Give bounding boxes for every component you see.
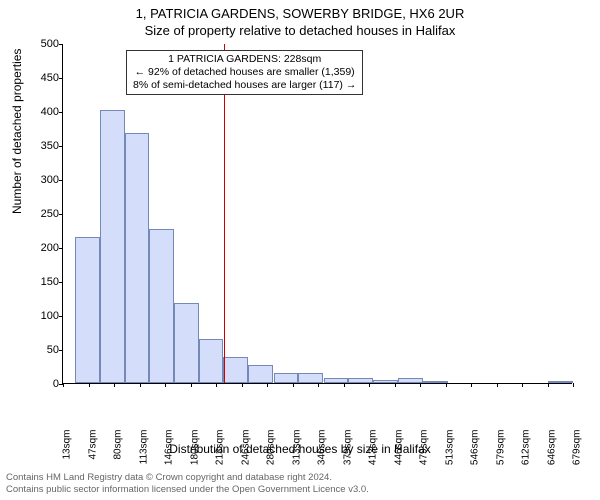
y-tick-label: 200 — [25, 242, 59, 254]
histogram-bar — [75, 237, 100, 383]
histogram-bar — [100, 110, 125, 383]
page-title: 1, PATRICIA GARDENS, SOWERBY BRIDGE, HX6… — [0, 0, 600, 21]
y-tick-mark — [59, 112, 63, 113]
x-tick-mark — [89, 383, 90, 387]
x-tick-mark — [573, 383, 574, 387]
annotation-box: 1 PATRICIA GARDENS: 228sqm ← 92% of deta… — [126, 50, 363, 95]
footer-line: Contains public sector information licen… — [6, 484, 369, 496]
footer-line: Contains HM Land Registry data © Crown c… — [6, 472, 369, 484]
y-tick-label: 350 — [25, 140, 59, 152]
x-tick-mark — [446, 383, 447, 387]
y-tick-mark — [59, 350, 63, 351]
annotation-line: 8% of semi-detached houses are larger (1… — [133, 79, 356, 92]
x-tick-mark — [267, 383, 268, 387]
histogram-bar — [548, 381, 573, 383]
histogram-bar — [174, 303, 199, 383]
x-tick-mark — [344, 383, 345, 387]
y-tick-mark — [59, 214, 63, 215]
chart-container: 1, PATRICIA GARDENS, SOWERBY BRIDGE, HX6… — [0, 0, 600, 500]
y-tick-label: 400 — [25, 106, 59, 118]
y-tick-mark — [59, 78, 63, 79]
x-axis-label: Distribution of detached houses by size … — [0, 442, 600, 456]
y-tick-label: 250 — [25, 208, 59, 220]
x-tick-mark — [63, 383, 64, 387]
x-tick-mark — [242, 383, 243, 387]
x-tick-mark — [165, 383, 166, 387]
x-tick-mark — [420, 383, 421, 387]
histogram-bar — [248, 365, 273, 383]
annotation-line: ← 92% of detached houses are smaller (1,… — [133, 66, 356, 79]
y-tick-label: 300 — [25, 174, 59, 186]
y-tick-label: 500 — [25, 38, 59, 50]
y-tick-mark — [59, 44, 63, 45]
x-tick-mark — [293, 383, 294, 387]
y-tick-label: 150 — [25, 276, 59, 288]
y-tick-label: 50 — [25, 344, 59, 356]
x-tick-mark — [548, 383, 549, 387]
x-tick-mark — [318, 383, 319, 387]
x-tick-mark — [216, 383, 217, 387]
x-tick-mark — [395, 383, 396, 387]
x-tick-mark — [471, 383, 472, 387]
page-subtitle: Size of property relative to detached ho… — [0, 21, 600, 38]
histogram-bar — [149, 229, 174, 383]
y-tick-mark — [59, 316, 63, 317]
y-tick-label: 100 — [25, 310, 59, 322]
annotation-line: 1 PATRICIA GARDENS: 228sqm — [133, 53, 356, 66]
x-tick-mark — [114, 383, 115, 387]
y-tick-mark — [59, 180, 63, 181]
y-tick-label: 450 — [25, 72, 59, 84]
x-tick-mark — [522, 383, 523, 387]
histogram-bar — [324, 378, 349, 383]
histogram-bar — [199, 339, 224, 383]
x-tick-mark — [369, 383, 370, 387]
histogram-bar — [125, 133, 150, 383]
y-tick-label: 0 — [25, 378, 59, 390]
histogram-chart: 05010015020025030035040045050013sqm47sqm… — [62, 44, 572, 384]
y-tick-mark — [59, 146, 63, 147]
y-tick-mark — [59, 282, 63, 283]
x-tick-mark — [191, 383, 192, 387]
y-tick-mark — [59, 248, 63, 249]
histogram-bar — [274, 373, 299, 383]
histogram-bar — [298, 373, 323, 383]
histogram-bar — [223, 357, 248, 383]
footer-attribution: Contains HM Land Registry data © Crown c… — [6, 472, 369, 496]
x-tick-mark — [497, 383, 498, 387]
y-axis-label: Number of detached properties — [10, 49, 24, 214]
x-tick-mark — [140, 383, 141, 387]
histogram-bar — [423, 381, 448, 383]
